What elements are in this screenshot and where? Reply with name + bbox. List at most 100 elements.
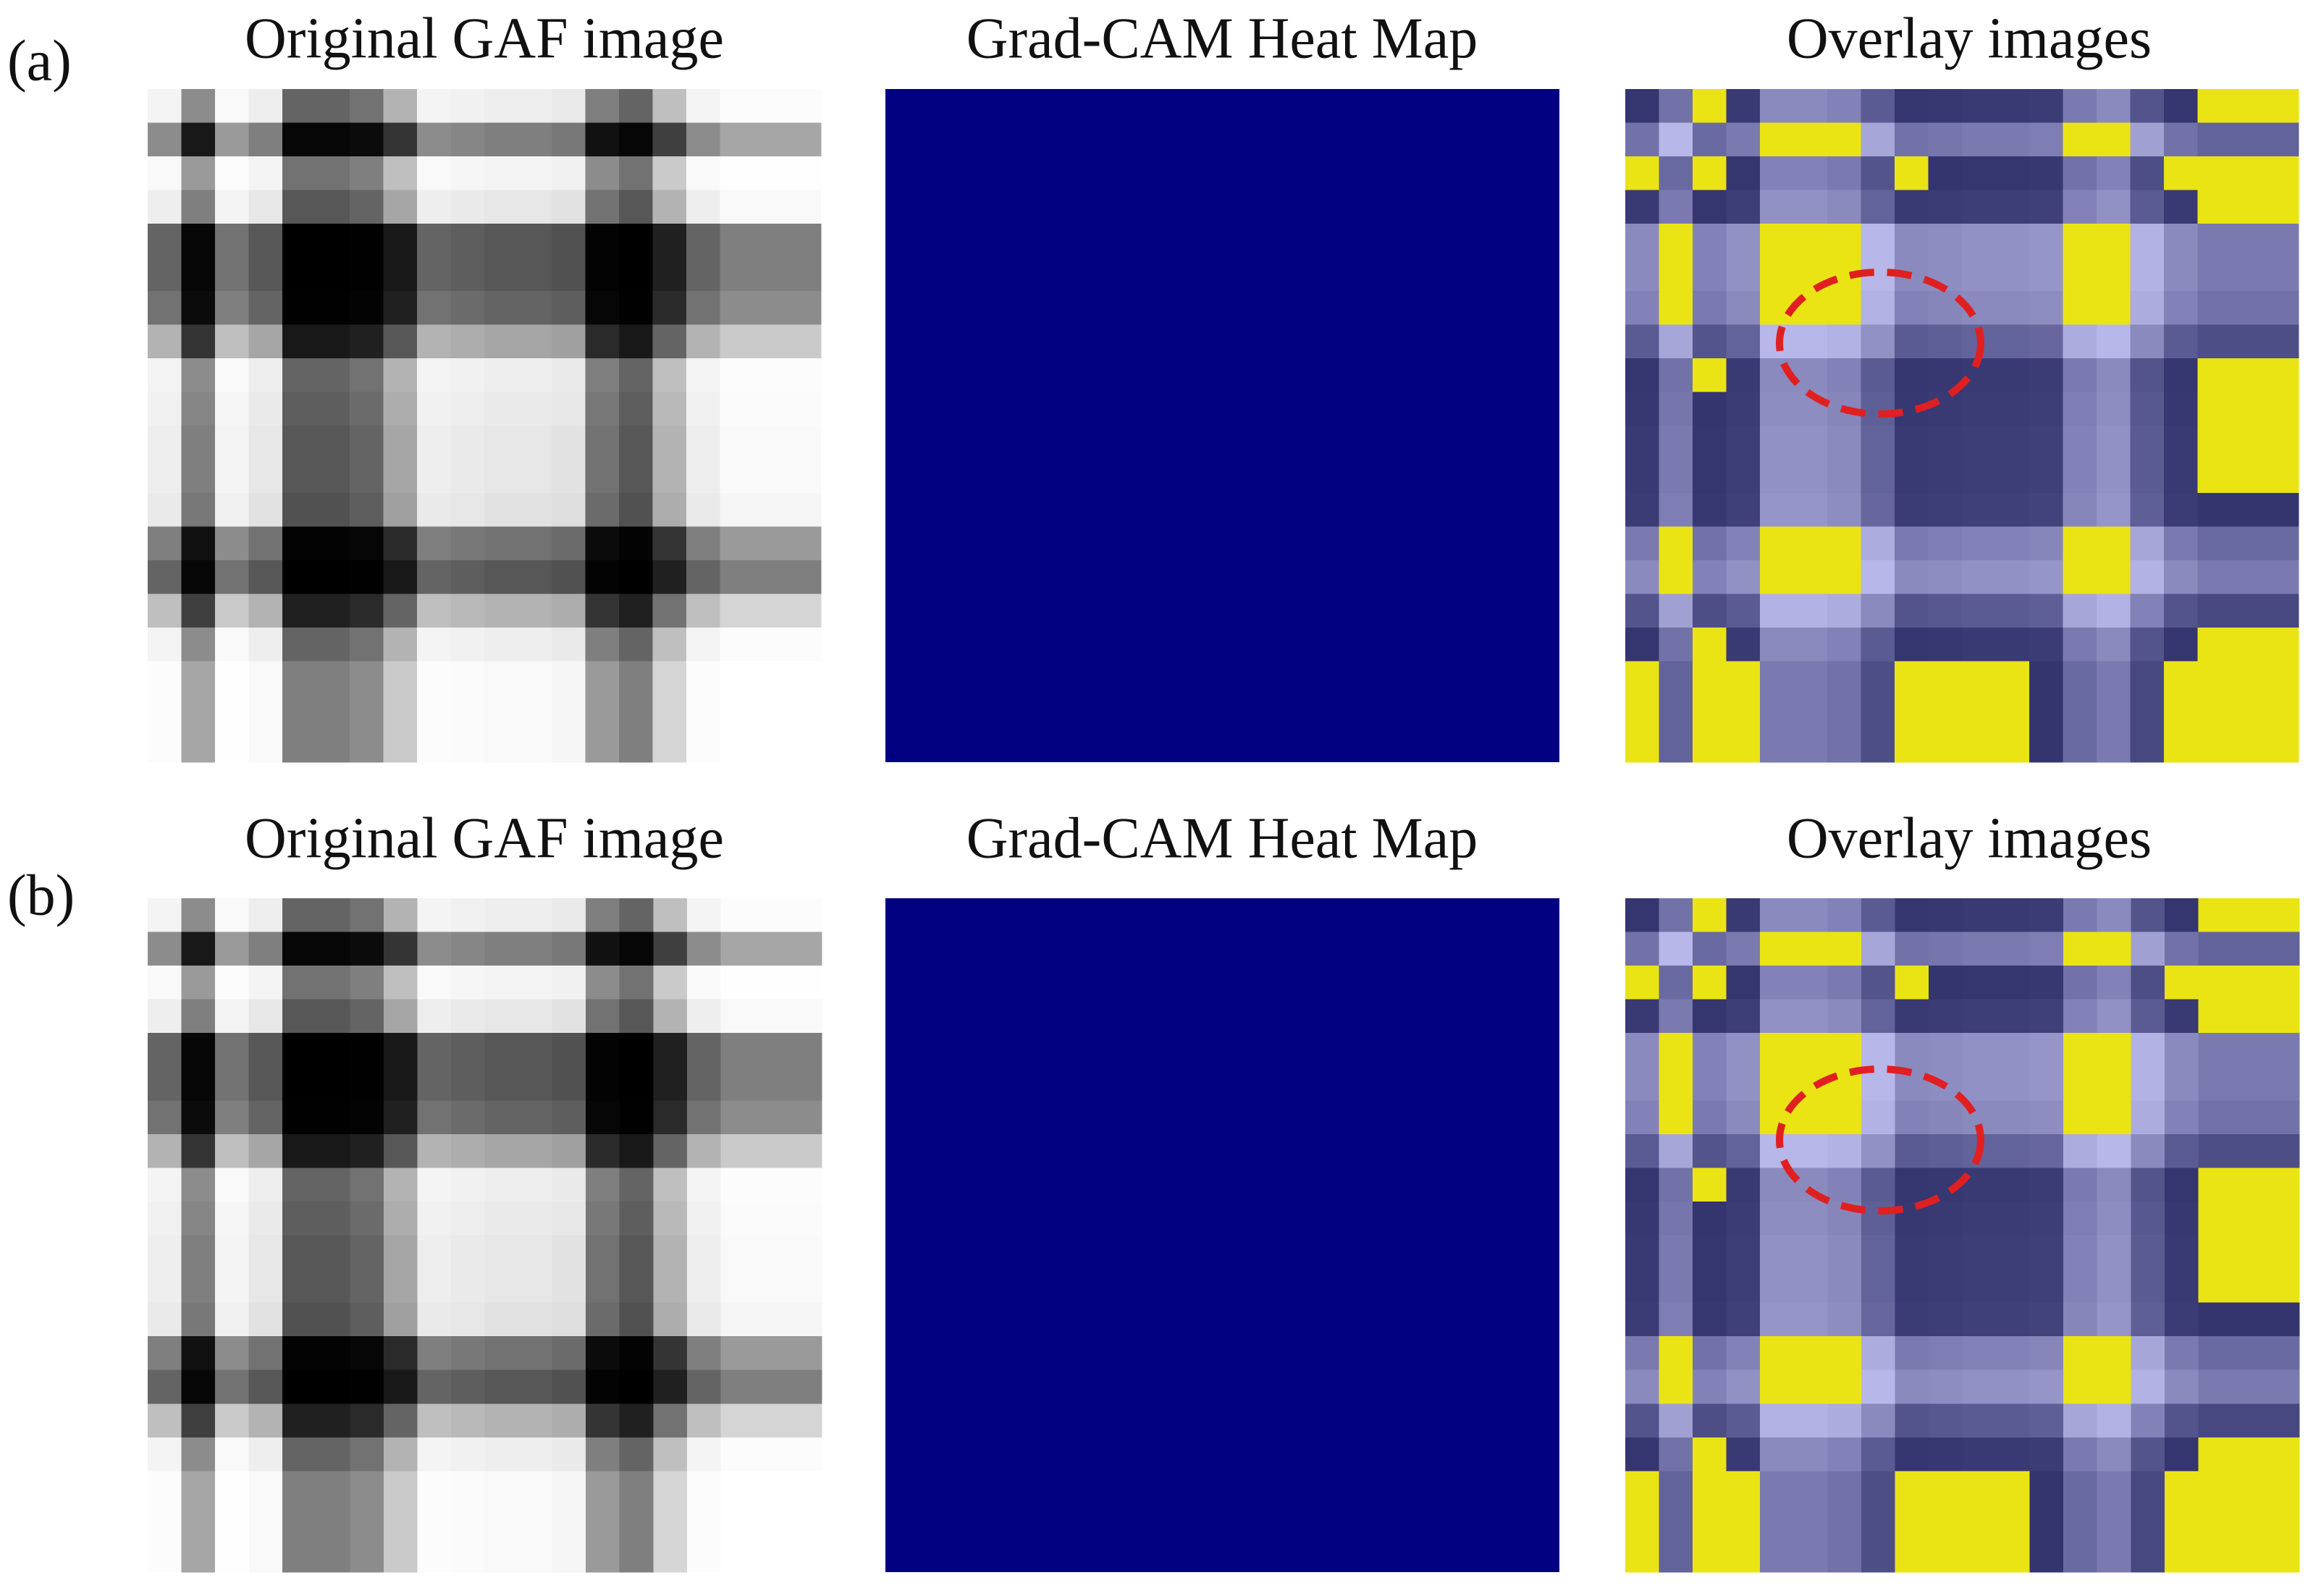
pixel <box>552 426 586 460</box>
pixel <box>2265 156 2299 191</box>
pixel <box>181 1538 216 1573</box>
pixel <box>518 1302 553 1337</box>
pixel <box>1895 156 1929 191</box>
pixel <box>2197 190 2232 224</box>
pixel <box>2198 1201 2233 1236</box>
pixel <box>518 966 553 1000</box>
highlight-circle <box>1776 1065 1984 1215</box>
pixel <box>2231 1269 2267 1304</box>
pixel <box>2231 459 2266 494</box>
pixel <box>484 966 519 1000</box>
pixel <box>282 1033 317 1068</box>
pixel <box>585 324 620 359</box>
pixel <box>1962 1336 1997 1371</box>
pixel <box>754 291 788 326</box>
pixel <box>552 728 586 763</box>
pixel <box>1962 628 1997 662</box>
pixel <box>2097 1504 2131 1540</box>
pixel <box>2164 1538 2199 1573</box>
pixel <box>2130 392 2165 426</box>
pixel <box>2130 594 2165 628</box>
pixel <box>1625 1133 1660 1168</box>
pixel <box>2265 1369 2300 1404</box>
pixel <box>450 1336 486 1371</box>
pixel <box>248 932 283 966</box>
pixel <box>1895 560 1929 595</box>
pixel <box>1625 1471 1660 1506</box>
pixel <box>652 89 687 124</box>
pixel <box>2265 358 2299 393</box>
pixel <box>653 1403 688 1438</box>
pixel <box>686 1100 721 1135</box>
pixel <box>1659 966 1693 1000</box>
pixel <box>2130 493 2165 528</box>
pixel <box>450 1269 486 1304</box>
pixel <box>1793 358 1828 393</box>
image-title: Overlay images <box>1787 7 2152 70</box>
pixel <box>1995 426 2030 460</box>
pixel <box>350 1133 384 1168</box>
pixel <box>282 1336 317 1371</box>
pixel <box>148 122 182 157</box>
pixel <box>586 1471 620 1506</box>
pixel <box>148 1504 182 1540</box>
pixel <box>552 392 586 426</box>
pixel <box>350 1504 384 1540</box>
pixel <box>383 1133 418 1168</box>
pixel <box>484 594 519 628</box>
pixel <box>2164 1269 2199 1304</box>
pixel <box>1895 358 1929 393</box>
pixel <box>2097 661 2131 696</box>
pixel <box>1625 1504 1660 1540</box>
pixel <box>2131 932 2165 966</box>
pixel <box>2164 661 2199 696</box>
pixel <box>1726 1302 1761 1337</box>
pixel <box>1659 1369 1693 1404</box>
pixel <box>1861 1437 1895 1472</box>
pixel <box>1827 661 1862 696</box>
pixel <box>686 1369 721 1404</box>
pixel <box>552 1100 586 1135</box>
pixel <box>248 392 283 426</box>
pixel <box>450 1133 486 1168</box>
pixel <box>1861 1133 1895 1168</box>
pixel <box>248 459 283 494</box>
pixel <box>2130 156 2165 191</box>
pixel <box>350 426 384 460</box>
pixel <box>1928 392 1963 426</box>
pixel <box>383 1100 418 1135</box>
pixel <box>417 291 452 326</box>
pixel <box>2131 1133 2165 1168</box>
pixel <box>586 1369 620 1404</box>
pixel <box>417 1538 452 1573</box>
pixel <box>148 1066 182 1101</box>
pixel <box>754 560 788 595</box>
pixel <box>1895 324 1929 359</box>
pixel <box>2198 1033 2233 1068</box>
pixel <box>1995 291 2030 326</box>
pixel <box>1659 1066 1693 1101</box>
pixel <box>1928 932 1963 966</box>
pixel <box>686 459 721 494</box>
pixel <box>148 89 182 124</box>
pixel <box>181 999 216 1034</box>
pixel <box>1793 224 1828 258</box>
pixel <box>787 156 822 191</box>
pixel <box>552 695 586 730</box>
pixel <box>181 324 216 359</box>
pixel <box>2029 1336 2064 1371</box>
pixel <box>350 1201 384 1236</box>
pixel <box>450 628 485 662</box>
pixel <box>383 1471 418 1506</box>
pixel <box>1693 426 1727 460</box>
pixel <box>282 1504 317 1540</box>
pixel <box>2130 695 2165 730</box>
pixel <box>619 898 654 933</box>
pixel <box>1861 1201 1895 1236</box>
pixel <box>1793 1302 1828 1337</box>
pixel <box>2097 695 2131 730</box>
pixel <box>484 1437 519 1472</box>
pixel <box>754 324 788 359</box>
pixel <box>518 628 552 662</box>
pixel <box>2097 1066 2131 1101</box>
